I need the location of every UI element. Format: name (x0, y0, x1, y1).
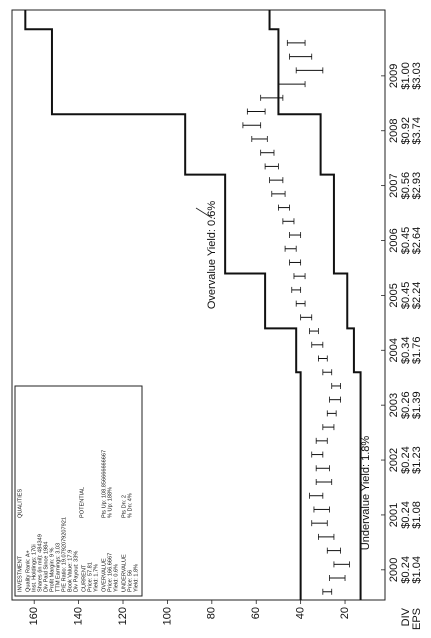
info-text: Div Payout: 33% (73, 551, 79, 592)
div-label: $0.45 (400, 282, 412, 310)
info-text: INVESTMENT (17, 555, 23, 592)
row-label: DIV (400, 607, 412, 626)
div-label: $0.34 (400, 337, 412, 365)
y-tick-label: 140 (73, 607, 85, 625)
x-tick-label: 2005 (388, 283, 400, 307)
y-tick-label: 60 (250, 607, 262, 619)
x-tick-label: 2009 (388, 64, 400, 88)
eps-label: $3.03 (411, 62, 423, 90)
eps-label: $1.08 (411, 501, 423, 529)
info-text: Pts Up: 108.856666666667 (101, 450, 107, 518)
x-tick-label: 2000 (388, 558, 400, 582)
info-text: Shares (in mil): 484349 (37, 534, 43, 592)
x-tick-label: 2006 (388, 228, 400, 252)
info-text: TTM Earnings: 3.03 (55, 543, 61, 592)
eps-label: $1.76 (411, 337, 423, 365)
plot-frame (11, 9, 386, 601)
div-label: $0.24 (400, 446, 412, 474)
info-text: Div Paid Since 1984 (43, 542, 49, 592)
y-tick-label: 120 (117, 607, 129, 625)
eps-label: $1.23 (411, 446, 423, 474)
x-tick-label: 2007 (388, 173, 400, 197)
info-box (14, 385, 143, 597)
info-text: Quality Rank: A+ (25, 550, 31, 592)
x-tick-label: 2001 (388, 503, 400, 527)
overvalue-line (24, 10, 302, 600)
div-label: $0.45 (400, 227, 412, 255)
div-label: $0.24 (400, 556, 412, 584)
div-label: $0.26 (400, 391, 412, 419)
div-label: $0.24 (400, 501, 412, 529)
y-tick-label: 80 (206, 607, 218, 619)
info-text: Book Value: 17.9 (67, 550, 73, 592)
x-tick-label: 2004 (388, 338, 400, 362)
y-tick-label: 20 (339, 607, 351, 619)
info-text: CURRENT (81, 564, 87, 592)
info-text: QUALITIES (17, 489, 23, 518)
div-label: $0.92 (400, 117, 412, 145)
y-tick-label: 100 (161, 607, 173, 625)
info-text: Yield: 1.8% (133, 564, 139, 592)
y-tick-label: 160 (28, 607, 40, 625)
div-label: $1.00 (400, 62, 412, 90)
info-text: Price: 57.81 (87, 562, 93, 592)
eps-label: $3.74 (411, 117, 423, 145)
eps-label: $1.04 (411, 556, 423, 584)
undervalue-annotation: Undervalue Yield: 1.8% (360, 436, 372, 551)
info-text: P/E Ratio: 19.0792079207921 (61, 517, 67, 592)
info-text: % Dn: 4% (127, 493, 133, 518)
annotation-arrow (195, 207, 213, 219)
y-tick-label: 40 (295, 607, 307, 619)
eps-label: $2.93 (411, 172, 423, 200)
row-label: EPS (411, 608, 423, 630)
info-text: Price: 56 (127, 570, 133, 592)
info-text: % Up: 188% (107, 487, 113, 518)
info-text: UNDERVALUE (121, 554, 127, 592)
x-tick-label: 2008 (388, 119, 400, 143)
overvalue-annotation: Overvalue Yield: 0.6% (206, 201, 218, 309)
x-tick-label: 2002 (388, 448, 400, 472)
info-text: Yield: 0.6% (113, 564, 119, 592)
info-text: Inst. Holdings: 170i (31, 544, 37, 592)
info-text: Profit Margin: 9 % (49, 548, 55, 592)
info-text: POTENTIAL (79, 487, 85, 518)
info-text: Price: 166.6667 (107, 553, 113, 592)
eps-label: $1.39 (411, 391, 423, 419)
undervalue-line (268, 10, 362, 600)
x-tick-label: 2003 (388, 393, 400, 417)
eps-label: $2.24 (411, 282, 423, 310)
div-label: $0.56 (400, 172, 412, 200)
info-text: Pts Dn: 2 (121, 495, 127, 518)
eps-label: $2.64 (411, 227, 423, 255)
info-text: OVERVALUE (101, 558, 107, 592)
info-text: Yield: 1.7% (93, 564, 99, 592)
